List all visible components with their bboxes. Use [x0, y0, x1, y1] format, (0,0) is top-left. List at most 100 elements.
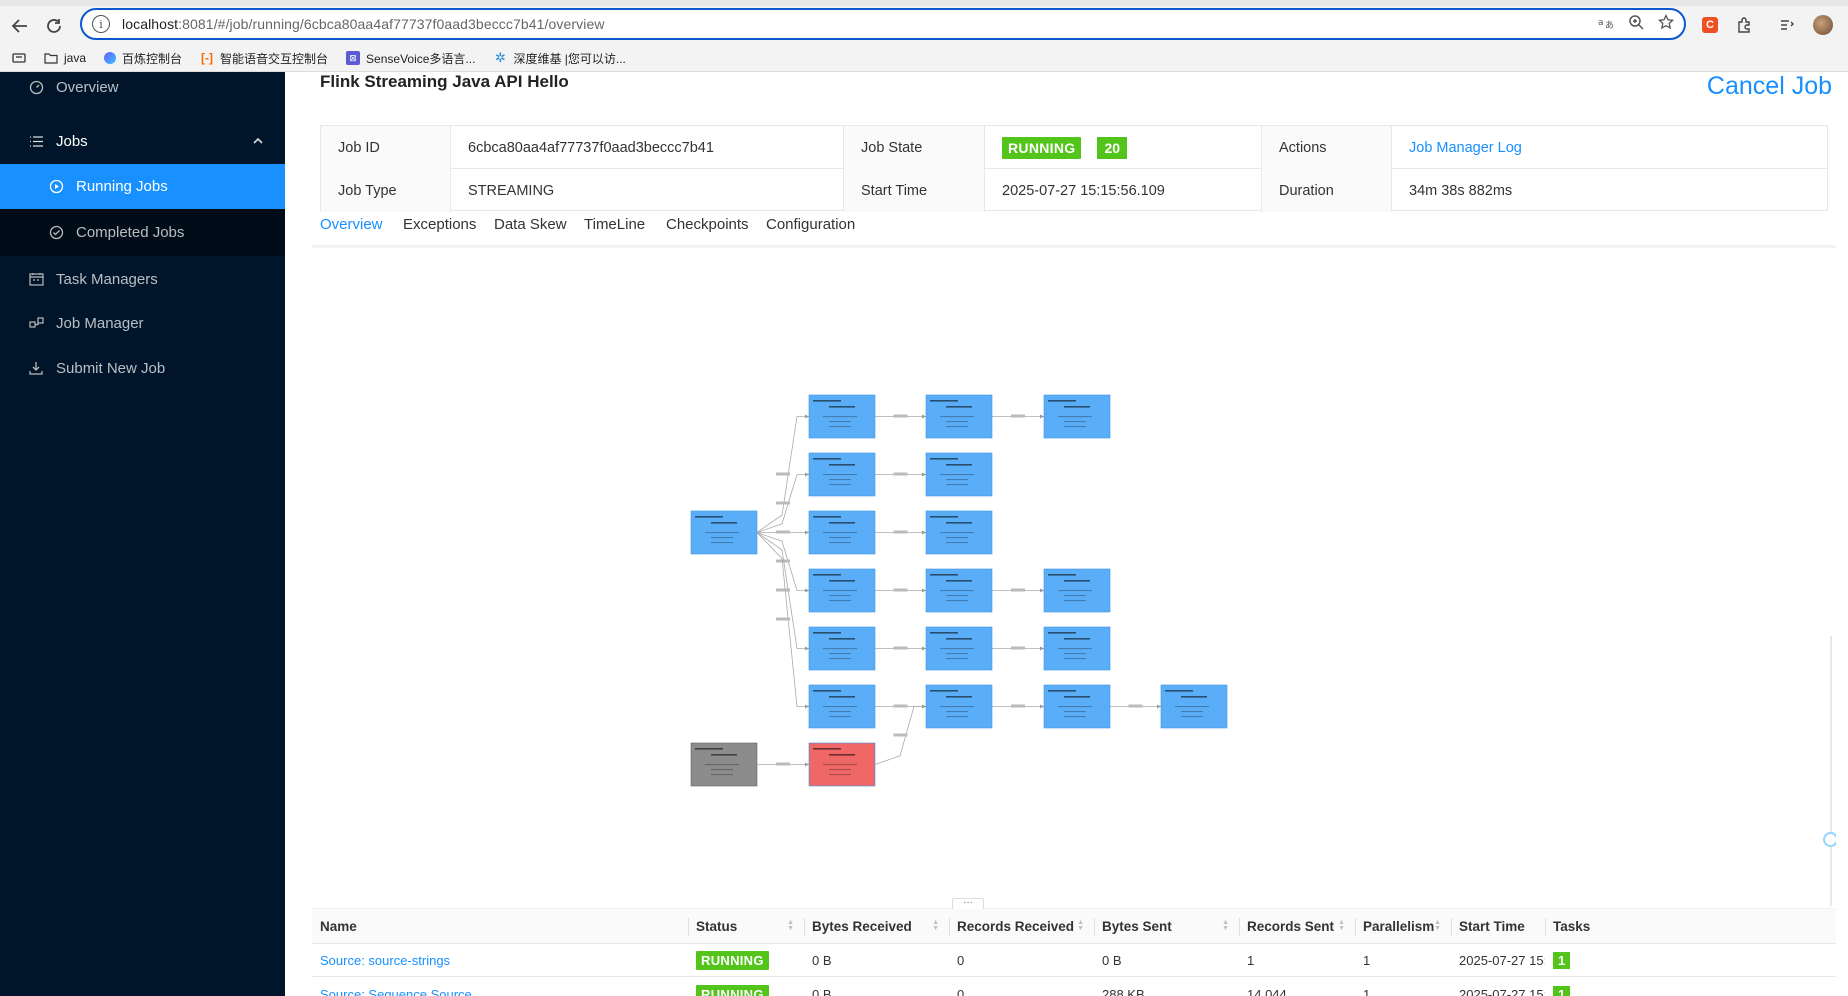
node-box[interactable]	[808, 568, 876, 613]
node-box[interactable]	[925, 626, 993, 671]
graph-node[interactable]	[925, 684, 993, 729]
sidebar-item-task-managers[interactable]: Task Managers	[0, 256, 285, 302]
column-header-bytes-sent[interactable]: Bytes Sent ▲ ▼	[1094, 909, 1239, 944]
graph-node[interactable]	[808, 742, 876, 787]
sort-icon[interactable]: ▲ ▼	[1434, 919, 1441, 932]
graph-node[interactable]	[690, 510, 758, 555]
graph-node[interactable]	[925, 568, 993, 613]
sidebar-item-job-manager[interactable]: Job Manager	[0, 300, 285, 346]
sort-icon[interactable]: ▲ ▼	[1338, 919, 1345, 932]
node-box[interactable]	[690, 510, 758, 555]
graph-node[interactable]	[925, 510, 993, 555]
bookmark-deepwiki[interactable]: ✲ 深度维基 |您可以访...	[494, 50, 626, 66]
zoom-slider-handle[interactable]	[1823, 832, 1836, 847]
column-header-records-sent[interactable]: Records Sent ▲ ▼	[1239, 909, 1355, 944]
tab-exceptions[interactable]: Exceptions	[403, 215, 477, 233]
bookmark-memory[interactable]	[12, 51, 26, 65]
node-box[interactable]	[808, 742, 876, 787]
sort-icon[interactable]: ▲ ▼	[1222, 919, 1229, 932]
vertex-name-link[interactable]: Source: source-strings	[312, 944, 688, 977]
sort-icon[interactable]: ▲ ▼	[932, 919, 939, 932]
node-box[interactable]	[925, 510, 993, 555]
reload-icon[interactable]	[42, 14, 66, 38]
node-box[interactable]	[1160, 684, 1228, 729]
node-box[interactable]	[808, 452, 876, 497]
job-manager-log-link[interactable]: Job Manager Log	[1409, 139, 1522, 156]
zoom-slider-track[interactable]	[1830, 636, 1832, 906]
reading-list-icon[interactable]	[1776, 14, 1798, 36]
node-box[interactable]	[925, 684, 993, 729]
bookmark-java[interactable]: java	[44, 51, 86, 65]
graph-node[interactable]	[925, 452, 993, 497]
node-box[interactable]	[1043, 684, 1111, 729]
back-icon[interactable]	[8, 14, 32, 38]
sort-icon[interactable]: ▲ ▼	[1077, 919, 1084, 932]
tab-checkpoints[interactable]: Checkpoints	[666, 215, 749, 233]
graph-node[interactable]	[925, 626, 993, 671]
sidebar-item-jobs[interactable]: Jobs	[0, 118, 285, 164]
graph-node[interactable]	[808, 684, 876, 729]
graph-node[interactable]	[808, 568, 876, 613]
sidebar-item-overview[interactable]: Overview	[0, 72, 285, 102]
column-header-parallelism[interactable]: Parallelism ▲ ▼	[1355, 909, 1451, 944]
sort-icon[interactable]: ▲ ▼	[787, 919, 794, 932]
node-box[interactable]	[808, 394, 876, 439]
graph-node[interactable]	[690, 742, 758, 787]
column-header-name[interactable]: Name	[312, 909, 688, 944]
graph-node[interactable]	[1043, 568, 1111, 613]
profile-avatar-icon[interactable]	[1812, 14, 1834, 36]
node-box[interactable]	[1043, 394, 1111, 439]
url-text[interactable]: localhost:8081/#/job/running/6cbca80aa4a…	[122, 16, 605, 32]
tab-configuration[interactable]: Configuration	[766, 215, 856, 233]
column-header-records-received[interactable]: Records Received ▲ ▼	[949, 909, 1094, 944]
graph-node[interactable]	[808, 394, 876, 439]
bookmark-sensevoice[interactable]: ⊠ SenseVoice多语言...	[346, 50, 475, 67]
column-header-status[interactable]: Status ▲ ▼	[688, 909, 804, 944]
node-text-line	[946, 464, 972, 466]
graph-node[interactable]	[808, 452, 876, 497]
job-graph[interactable]	[312, 248, 1836, 908]
extensions-puzzle-icon[interactable]	[1733, 14, 1755, 36]
graph-node[interactable]	[1043, 684, 1111, 729]
tab-data-skew[interactable]: Data Skew	[494, 215, 567, 233]
node-text-line	[829, 769, 851, 771]
graph-node[interactable]	[808, 510, 876, 555]
bookmark-voice-console[interactable]: [-] 智能语音交互控制台	[201, 51, 329, 66]
graph-node[interactable]	[1043, 626, 1111, 671]
bookmark-bailian[interactable]: 百炼控制台	[104, 50, 182, 67]
node-text-line	[1048, 690, 1076, 692]
node-box[interactable]	[808, 684, 876, 729]
node-box[interactable]	[808, 626, 876, 671]
node-text-line	[1181, 716, 1203, 718]
site-info-icon[interactable]: i	[92, 15, 110, 33]
node-box[interactable]	[808, 510, 876, 555]
edge-label	[776, 617, 790, 621]
zoom-icon[interactable]	[1628, 14, 1644, 34]
sidebar-item-completed-jobs[interactable]: Completed Jobs	[0, 209, 285, 256]
tab-overview[interactable]: Overview	[320, 215, 383, 233]
column-header-start-time[interactable]: Start Time	[1451, 909, 1545, 944]
job-graph-canvas[interactable]	[312, 248, 1836, 908]
node-box[interactable]	[925, 394, 993, 439]
graph-node[interactable]	[1043, 394, 1111, 439]
node-box[interactable]	[1043, 568, 1111, 613]
node-text-line	[930, 516, 958, 518]
bookmark-star-icon[interactable]	[1657, 13, 1675, 34]
node-box[interactable]	[925, 568, 993, 613]
graph-node[interactable]	[1160, 684, 1228, 729]
tab-timeline[interactable]: TimeLine	[584, 215, 646, 233]
sidebar-item-submit-new-job[interactable]: Submit New Job	[0, 345, 285, 391]
column-header-tasks[interactable]: Tasks	[1545, 909, 1836, 944]
cancel-job-button[interactable]: Cancel Job	[1706, 72, 1832, 100]
address-bar[interactable]: i localhost:8081/#/job/running/6cbca80aa…	[80, 8, 1686, 40]
graph-node[interactable]	[808, 626, 876, 671]
extension-c-icon[interactable]: C	[1699, 14, 1721, 36]
column-header-bytes-received[interactable]: Bytes Received ▲ ▼	[804, 909, 949, 944]
vertex-name-link[interactable]: Source: Sequence Source	[312, 978, 688, 996]
node-box[interactable]	[1043, 626, 1111, 671]
sidebar-item-running-jobs[interactable]: Running Jobs	[0, 164, 285, 209]
graph-node[interactable]	[925, 394, 993, 439]
node-box[interactable]	[690, 742, 758, 787]
node-box[interactable]	[925, 452, 993, 497]
